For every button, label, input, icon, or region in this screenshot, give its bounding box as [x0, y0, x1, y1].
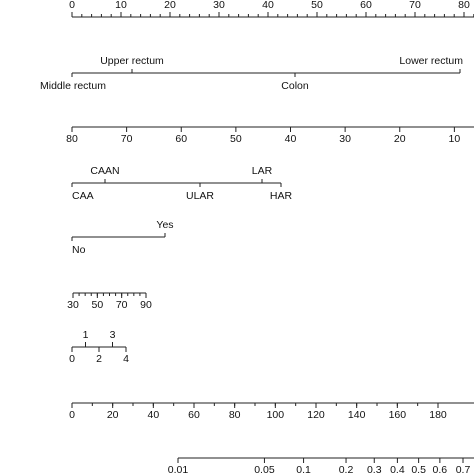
- tick-label: 4: [123, 353, 129, 365]
- tick-label: 50: [230, 133, 242, 145]
- tick-label: 40: [262, 0, 274, 11]
- tick-label: 80: [458, 0, 470, 11]
- tick-label: 20: [107, 409, 119, 421]
- tick-label: 100: [267, 409, 285, 421]
- category-label: Upper rectum: [100, 55, 164, 67]
- tick-label: 0: [69, 0, 75, 11]
- category-label: Lower rectum: [399, 55, 463, 67]
- tick-label: 60: [188, 409, 200, 421]
- tick-label: 0.01: [168, 464, 189, 474]
- category-label: CAAN: [90, 165, 119, 177]
- tick-label: 0.5: [411, 464, 426, 474]
- category-label: ULAR: [186, 190, 214, 202]
- tick-label: 30: [339, 133, 351, 145]
- category-label: CAA: [72, 190, 94, 202]
- tick-label: 40: [147, 409, 159, 421]
- tick-label: 2: [96, 353, 102, 365]
- tick-label: 180: [429, 409, 447, 421]
- tick-label: 10: [449, 133, 461, 145]
- category-label: Yes: [156, 219, 173, 231]
- category-label: LAR: [252, 165, 273, 177]
- tick-label: 50: [91, 299, 103, 311]
- tick-label: 70: [116, 299, 128, 311]
- tick-label: 3: [110, 329, 116, 341]
- tick-label: 80: [66, 133, 78, 145]
- category-label: Colon: [281, 80, 309, 92]
- tick-label: 10: [115, 0, 127, 11]
- tick-label: 0.1: [296, 464, 311, 474]
- tick-label: 160: [389, 409, 407, 421]
- tick-label: 20: [164, 0, 176, 11]
- tick-label: 120: [307, 409, 325, 421]
- tick-label: 90: [140, 299, 152, 311]
- tick-label: 0: [69, 353, 75, 365]
- tick-label: 0.6: [433, 464, 448, 474]
- tick-label: 0.3: [367, 464, 382, 474]
- tick-label: 0: [69, 409, 75, 421]
- tick-label: 40: [285, 133, 297, 145]
- tick-label: 0.2: [339, 464, 354, 474]
- tick-label: 140: [348, 409, 366, 421]
- tick-label: 60: [360, 0, 372, 11]
- category-label: Middle rectum: [40, 80, 106, 92]
- tick-label: 60: [175, 133, 187, 145]
- tick-label: 80: [229, 409, 241, 421]
- tick-label: 0.05: [254, 464, 275, 474]
- tick-label: 70: [409, 0, 421, 11]
- category-label: No: [72, 244, 86, 256]
- category-label: HAR: [270, 190, 293, 202]
- tick-label: 0.7: [456, 464, 471, 474]
- tick-label: 70: [121, 133, 133, 145]
- tick-label: 1: [83, 329, 89, 341]
- tick-label: 30: [213, 0, 225, 11]
- tick-label: 50: [311, 0, 323, 11]
- tick-label: 20: [394, 133, 406, 145]
- tick-label: 0.4: [390, 464, 405, 474]
- tick-label: 30: [67, 299, 79, 311]
